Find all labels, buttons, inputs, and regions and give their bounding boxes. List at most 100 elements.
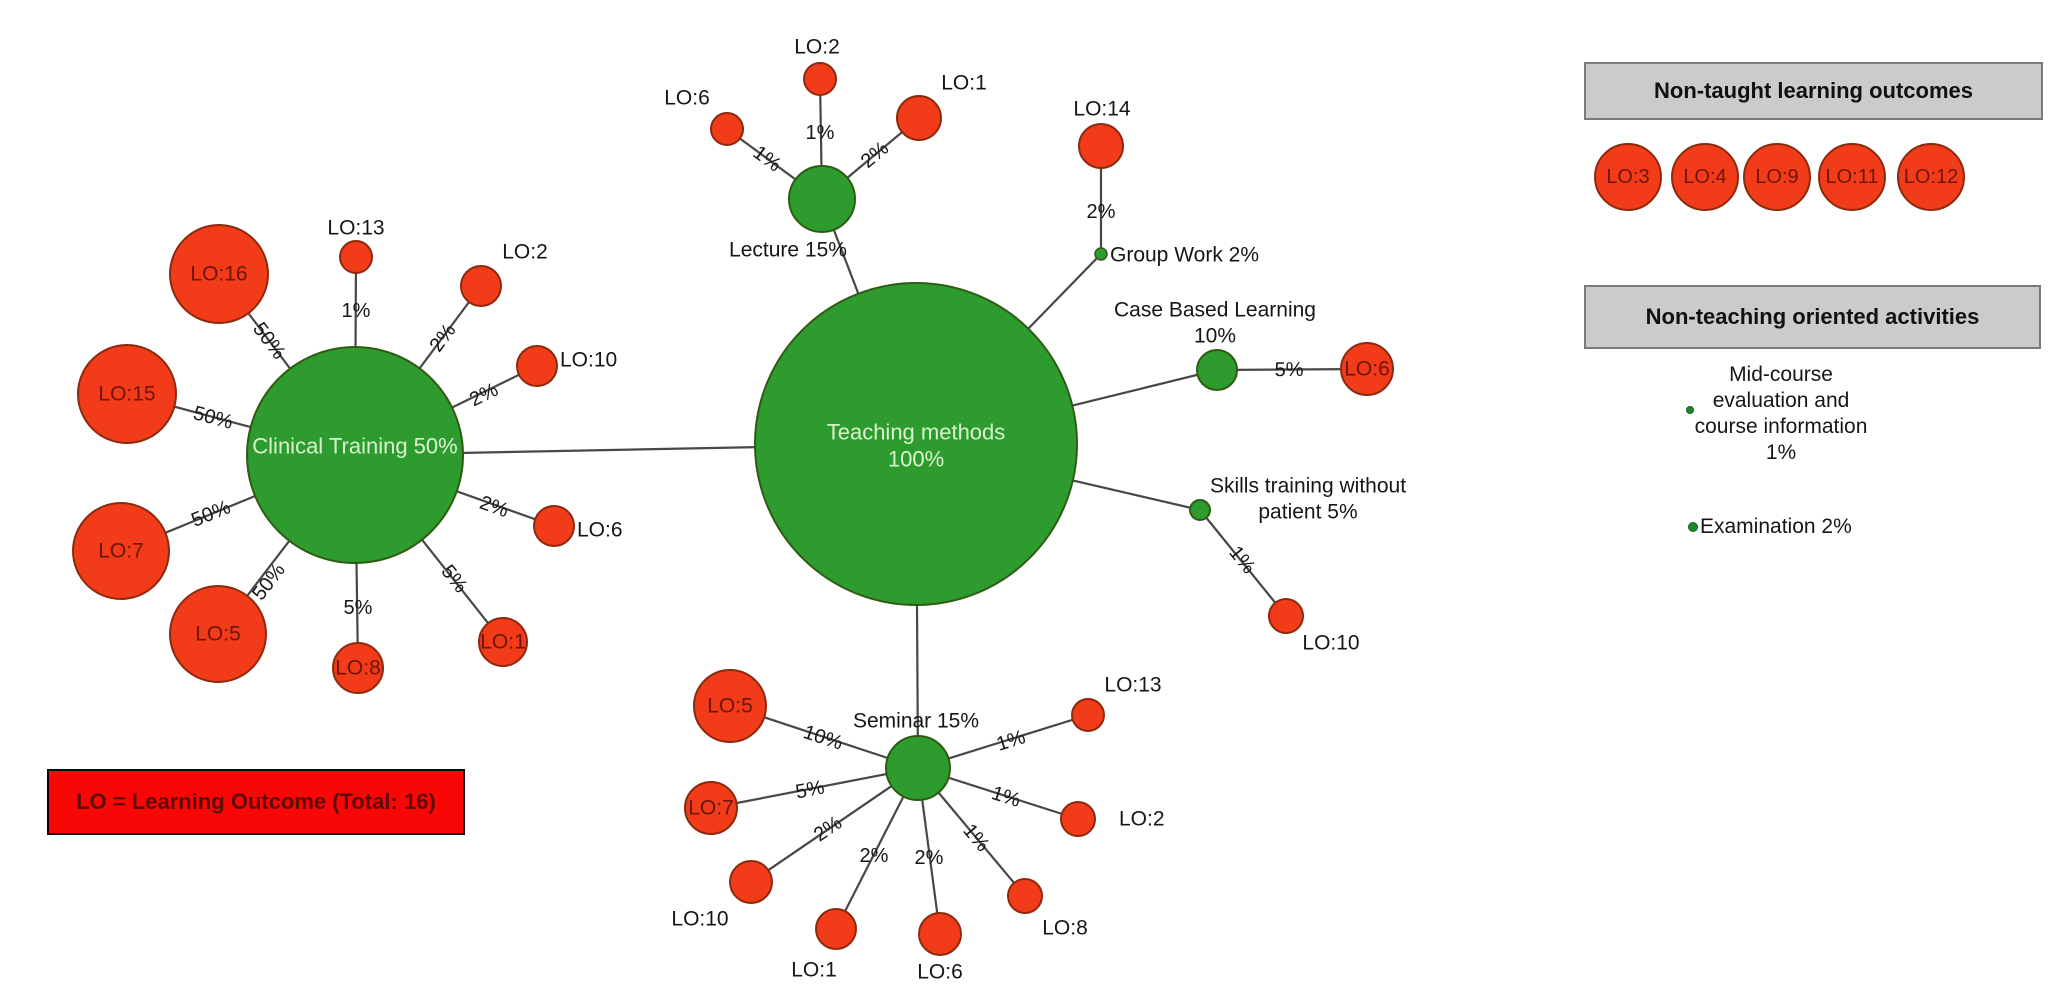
node-label-c15: LO:15 [98, 383, 155, 406]
node-label-m7: LO:7 [688, 797, 734, 820]
edge-seminar-m7 [710, 766, 919, 810]
edge-label-clinical-c5: 50% [248, 559, 290, 604]
learning-outcome-note: LO = Learning Outcome (Total: 16) [47, 769, 465, 835]
node-label-tm-line2: 100% [888, 447, 944, 472]
node-label-c13: LO:13 [327, 217, 384, 240]
node-l1-outcome [896, 95, 942, 141]
node-c2-outcome [460, 265, 502, 307]
node-label-c5: LO:5 [195, 623, 241, 646]
node-c8-outcome [332, 642, 384, 694]
legend-outcome-circle-lo12: LO:12 [1897, 143, 1965, 211]
node-label-m5: LO:5 [707, 695, 753, 718]
node-label-c1: LO:1 [480, 631, 526, 654]
edge-label-seminar-m10: 2% [810, 812, 846, 847]
legend-outcome-circle-lo3: LO:3 [1594, 143, 1662, 211]
examination-dot-icon [1688, 522, 1698, 532]
edge-label-lecture-l6: 1% [749, 142, 785, 177]
edge-label-clinical-c16: 50% [248, 318, 290, 363]
node-label-c10: LO:10 [560, 349, 617, 372]
node-c16-outcome [169, 224, 269, 324]
node-label-c8: LO:8 [335, 657, 381, 680]
node-cbl-method [1196, 349, 1238, 391]
edge-label-clinical-c10: 2% [466, 379, 502, 412]
node-c6-outcome [533, 505, 575, 547]
edge-seminar-m10 [750, 767, 919, 883]
node-m2-outcome [1060, 801, 1096, 837]
node-label-m8: LO:8 [1042, 917, 1088, 940]
edge-label-lecture-l2: 1% [806, 122, 835, 144]
edge-label-lecture-l1: 2% [857, 137, 893, 173]
node-b6-outcome [1340, 342, 1394, 396]
node-label-seminar: Seminar 15% [853, 710, 979, 733]
edge-label-seminar-m6: 2% [915, 847, 944, 869]
node-label-tm-line1: Teaching methods [827, 420, 1006, 445]
node-label-cbl-line2: 10% [1194, 325, 1236, 348]
node-m10-outcome [729, 860, 773, 904]
mid-course-evaluation-label: Mid-course evaluation and course informa… [1694, 363, 1868, 464]
node-c10-outcome [516, 345, 558, 387]
node-m6-outcome [918, 912, 962, 956]
non-teaching-activities-header: Non-teaching oriented activities [1584, 285, 2041, 349]
node-label-skills-line2: patient 5% [1258, 501, 1357, 524]
node-label-c7: LO:7 [98, 540, 144, 563]
node-c5-outcome [169, 585, 267, 683]
node-m1-outcome [815, 908, 857, 950]
node-label-lecture: Lecture 15% [729, 239, 847, 262]
node-label-c6: LO:6 [577, 519, 623, 542]
node-m8-outcome [1007, 878, 1043, 914]
node-label-c2: LO:2 [502, 241, 548, 264]
node-label-cbl-line1: Case Based Learning [1114, 299, 1316, 322]
node-label-m2: LO:2 [1119, 808, 1165, 831]
edge-label-clinical-c6: 2% [477, 492, 512, 522]
legend-outcome-circle-lo11: LO:11 [1818, 143, 1886, 211]
node-lecture-method [788, 165, 856, 233]
edge-label-seminar-m2: 1% [989, 782, 1023, 812]
node-label-l2: LO:2 [794, 36, 840, 59]
node-seminar-method [885, 735, 951, 801]
non-taught-outcomes-header: Non-taught learning outcomes [1584, 62, 2043, 120]
edge-label-clinical-c15: 50% [191, 402, 236, 434]
node-l6-outcome [710, 112, 744, 146]
node-label-m6: LO:6 [917, 961, 963, 984]
node-label-m1: LO:1 [791, 959, 837, 982]
node-label-gw: Group Work 2% [1110, 244, 1259, 267]
node-label-skills-line1: Skills training without [1210, 475, 1406, 498]
edge-label-l14-gw: 2% [1087, 201, 1116, 223]
examination-label: Examination 2% [1700, 515, 1852, 538]
edge-label-seminar-m5: 10% [801, 721, 846, 755]
edge-label-seminar-m13: 1% [994, 726, 1028, 756]
node-l14-outcome [1078, 123, 1124, 169]
edge-label-seminar-m7: 5% [794, 776, 827, 803]
node-clinical-method [246, 346, 464, 564]
node-m7-outcome [684, 781, 738, 835]
edge-label-cbl-b6: 5% [1274, 359, 1303, 381]
edge-label-clinical-c13: 1% [342, 300, 371, 322]
node-label-s10: LO:10 [1302, 632, 1359, 655]
mid-course-dot-icon [1686, 406, 1694, 414]
node-c13-outcome [339, 240, 373, 274]
node-skills-method [1189, 499, 1211, 521]
node-label-l1: LO:1 [941, 72, 987, 95]
node-c1-outcome [478, 617, 528, 667]
node-m13-outcome [1071, 698, 1105, 732]
edge-label-clinical-c8: 5% [344, 597, 373, 619]
node-label-l14: LO:14 [1073, 98, 1131, 121]
node-gw-method [1094, 247, 1108, 261]
node-label-clinical: Clinical Training 50% [252, 434, 457, 459]
node-c7-outcome [72, 502, 170, 600]
node-label-m13: LO:13 [1104, 674, 1161, 697]
node-s10-outcome [1268, 598, 1304, 634]
edge-skills-s10 [1199, 509, 1287, 617]
node-l2-outcome [803, 62, 837, 96]
node-label-l6: LO:6 [664, 87, 710, 110]
edge-label-clinical-c7: 50% [188, 496, 234, 532]
node-label-c16: LO:16 [190, 263, 247, 286]
node-c15-outcome [77, 344, 177, 444]
edge-label-seminar-m1: 2% [860, 845, 889, 867]
node-label-m10: LO:10 [671, 908, 728, 931]
node-tm-method [754, 282, 1078, 606]
node-label-b6: LO:6 [1344, 358, 1390, 381]
edge-label-clinical-c2: 2% [426, 320, 461, 356]
